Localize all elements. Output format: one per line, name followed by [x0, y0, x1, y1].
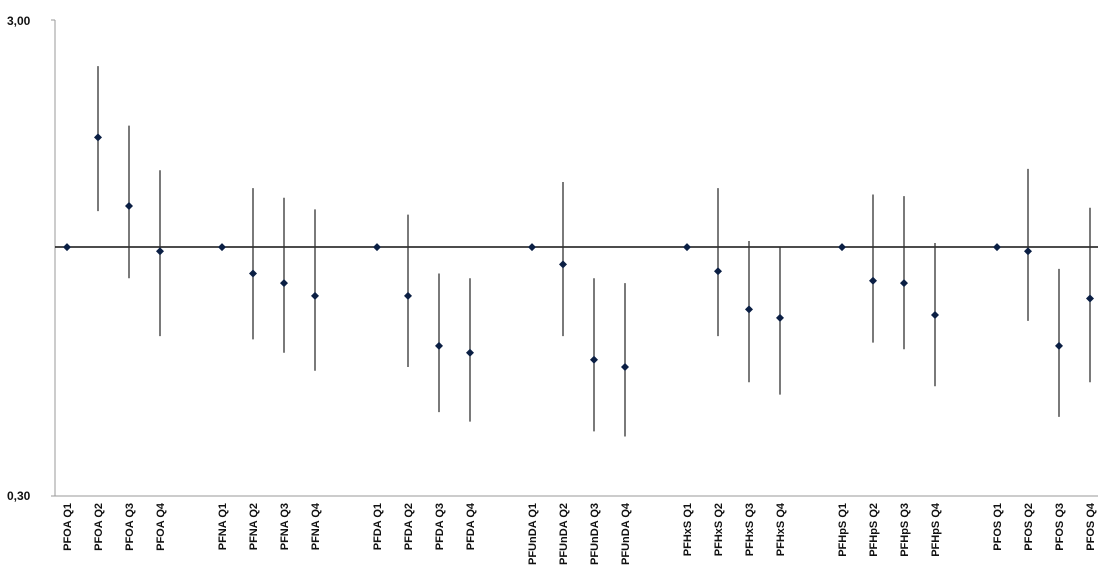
category-label: PFOA Q2	[93, 503, 105, 551]
category-label: PFNA Q4	[310, 502, 322, 550]
category-label: PFHpS Q1	[837, 503, 849, 557]
estimate-point	[993, 243, 1001, 252]
estimate-point	[94, 133, 102, 142]
estimate-point	[745, 305, 753, 314]
estimate-point	[900, 279, 908, 288]
estimate-point	[249, 269, 257, 278]
category-label: PFHpS Q4	[930, 502, 942, 557]
category-label: PFOA Q3	[124, 503, 136, 551]
category-label: PFOS Q2	[1023, 503, 1035, 551]
plot-marks	[63, 66, 1094, 437]
category-label: PFHxS Q2	[713, 503, 725, 556]
estimate-point	[1086, 294, 1094, 303]
category-label: PFNA Q1	[217, 503, 229, 550]
category-label: PFHxS Q3	[744, 503, 756, 556]
estimate-point	[466, 348, 474, 357]
estimate-point	[63, 243, 71, 252]
y-tick-label-bottom: 0,30	[7, 489, 31, 503]
estimate-point	[1055, 341, 1063, 350]
category-label: PFOA Q4	[155, 502, 167, 551]
estimate-point	[590, 355, 598, 364]
estimate-point	[373, 243, 381, 252]
estimate-point	[1024, 247, 1032, 256]
category-label: PFHpS Q2	[868, 503, 880, 557]
estimate-point	[838, 243, 846, 252]
category-label: PFNA Q3	[279, 503, 291, 550]
category-label: PFDA Q1	[372, 503, 384, 550]
category-label: PFOS Q1	[992, 503, 1004, 551]
category-labels: PFOA Q1 PFOA Q2 PFOA Q3 PFOA Q4 PFNA Q1 PFNA …	[62, 502, 1097, 565]
estimate-point	[621, 362, 629, 371]
estimate-point	[404, 291, 412, 300]
category-label: PFDA Q3	[434, 503, 446, 550]
category-label: PFDA Q4	[465, 502, 477, 550]
estimate-point	[156, 247, 164, 256]
category-label: PFOS Q3	[1054, 503, 1066, 551]
estimate-point	[931, 311, 939, 320]
estimate-point	[776, 313, 784, 322]
estimate-point	[559, 260, 567, 269]
category-label: PFOA Q1	[62, 503, 74, 551]
category-label: PFUnDA Q2	[558, 503, 570, 565]
category-label: PFUnDA Q3	[589, 503, 601, 565]
category-label: PFUnDA Q1	[527, 503, 539, 565]
category-label: PFNA Q2	[248, 503, 260, 550]
category-label: PFHxS Q4	[775, 502, 787, 556]
estimate-point	[528, 243, 536, 252]
estimate-point	[218, 243, 226, 252]
estimate-point	[311, 291, 319, 300]
category-label: PFDA Q2	[403, 503, 415, 550]
category-label: PFHpS Q3	[899, 503, 911, 557]
estimate-point	[869, 276, 877, 285]
category-label: PFHxS Q1	[682, 503, 694, 556]
estimate-point	[714, 267, 722, 276]
estimate-point	[435, 341, 443, 350]
estimate-point	[683, 243, 691, 252]
y-tick-label-top: 3,00	[7, 14, 31, 28]
category-label: PFUnDA Q4	[620, 502, 632, 565]
category-label: PFOS Q4	[1085, 502, 1097, 551]
estimate-point	[280, 279, 288, 288]
estimate-point	[125, 202, 133, 211]
